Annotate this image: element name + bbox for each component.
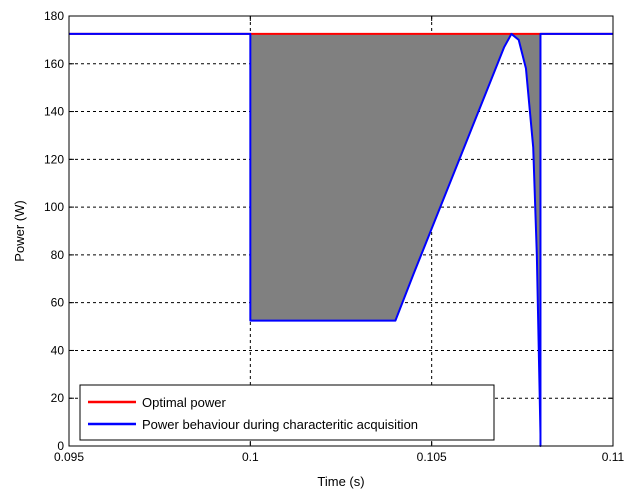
legend-label-optimal-power: Optimal power	[142, 395, 226, 410]
x-axis-label: Time (s)	[317, 474, 364, 489]
legend-box	[79, 384, 495, 441]
y-tick-label-6: 120	[44, 152, 64, 166]
legend-label-power-behaviour: Power behaviour during characteritic acq…	[142, 417, 418, 432]
y-tick-label-5: 100	[44, 200, 64, 214]
y-axis-label: Power (W)	[12, 200, 27, 261]
series-line-1	[69, 32, 613, 447]
series-lines	[69, 32, 613, 447]
axis-ticks: 0.095 0.1 0.105 0.11 0 20 40 60 80 100 120 140 160 18…	[44, 9, 625, 464]
y-tick-label-3: 60	[51, 296, 65, 310]
y-tick-label-2: 40	[51, 343, 65, 357]
plot-frame	[68, 15, 614, 447]
x-tick-label-2: 0.105	[417, 450, 447, 464]
y-tick-label-1: 20	[51, 391, 65, 405]
x-tick-label-1: 0.1	[242, 450, 259, 464]
y-tick-label-8: 160	[44, 57, 64, 71]
y-tick-label-4: 80	[51, 248, 65, 262]
legend: Optimal power Power behaviour during cha…	[79, 384, 495, 441]
y-tick-label-0: 0	[57, 439, 64, 453]
x-tick-label-0: 0.095	[54, 450, 84, 464]
y-tick-label-9: 180	[44, 9, 64, 23]
x-tick-label-3: 0.11	[602, 450, 625, 464]
y-tick-label-7: 140	[44, 105, 64, 119]
